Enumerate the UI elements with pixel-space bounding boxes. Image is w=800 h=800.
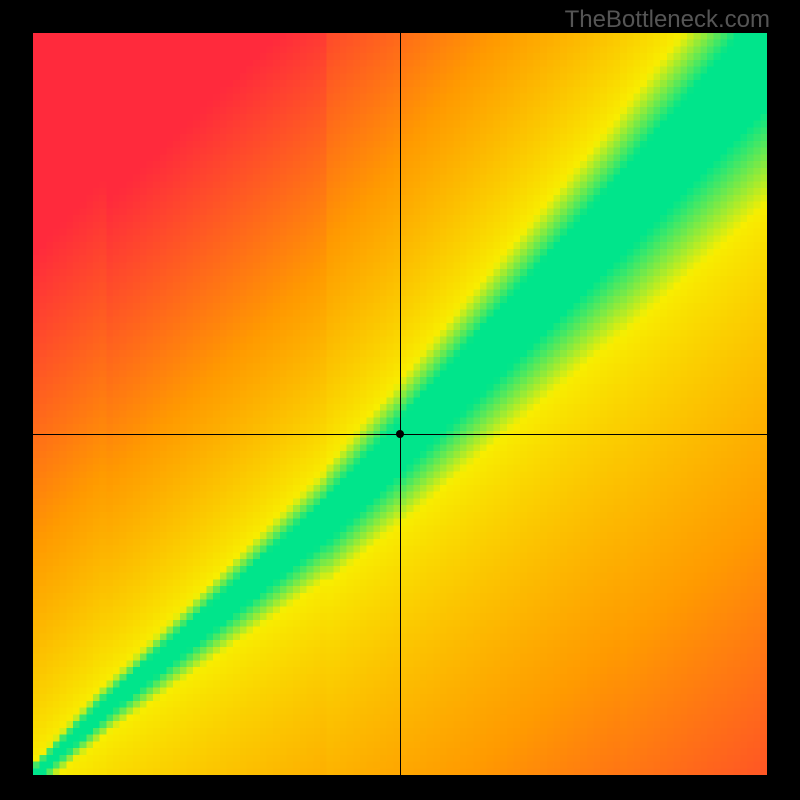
source-watermark: TheBottleneck.com [565,6,770,34]
chart-container: TheBottleneck.com [0,0,800,800]
crosshair-marker [396,430,404,438]
crosshair-vertical [400,33,401,775]
